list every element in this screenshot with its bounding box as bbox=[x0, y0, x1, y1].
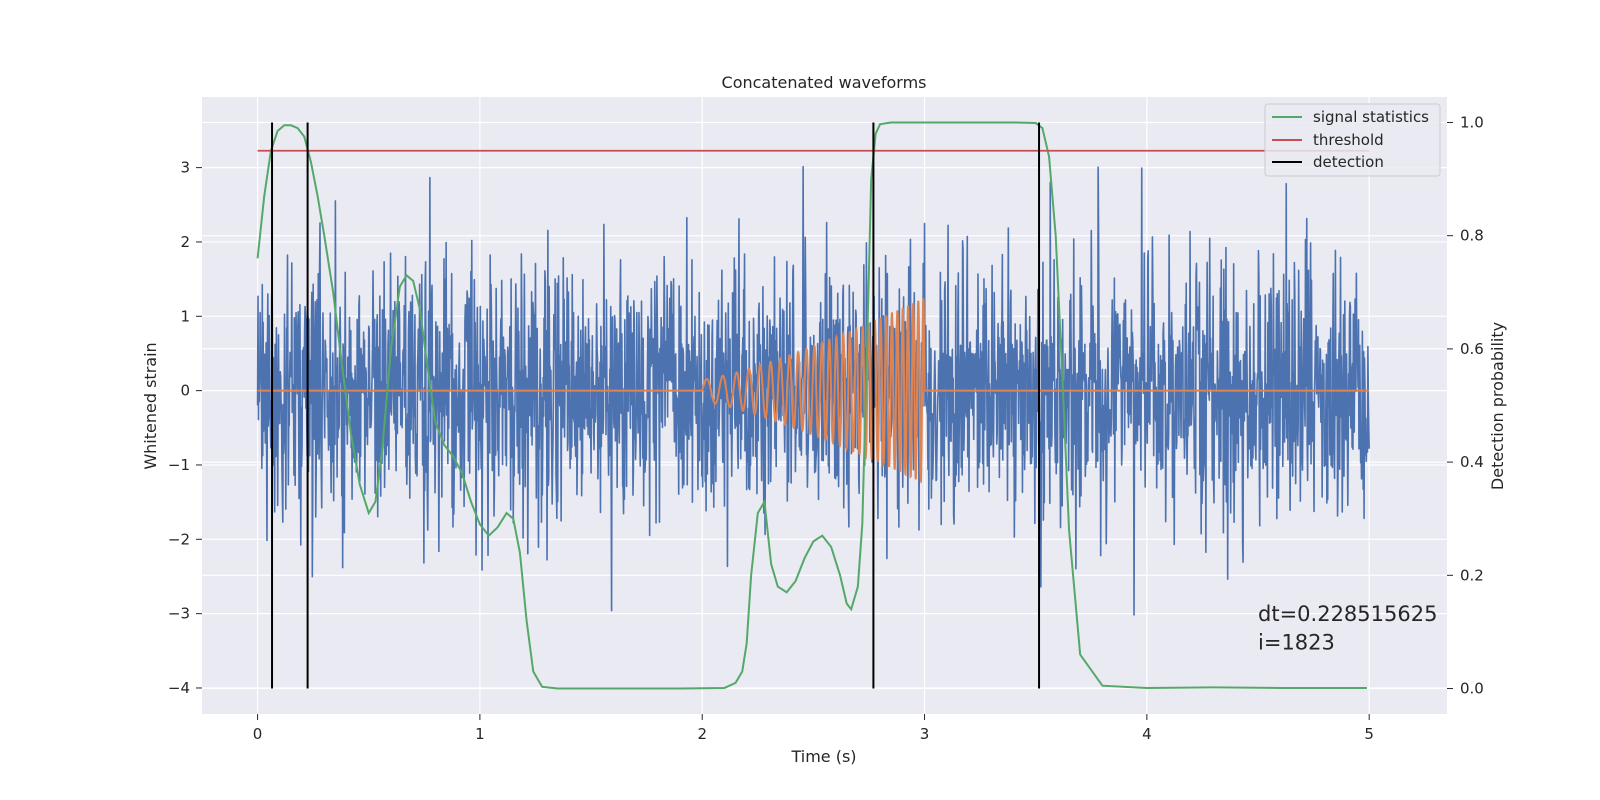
y-axis-title: Whitened strain bbox=[141, 342, 160, 469]
y2-tick-label: 0.0 bbox=[1460, 680, 1484, 698]
x-axis-title: Time (s) bbox=[790, 747, 856, 766]
x-tick-label: 1 bbox=[475, 725, 485, 743]
x-tick-label: 2 bbox=[697, 725, 707, 743]
chart-title: Concatenated waveforms bbox=[722, 73, 927, 92]
y-tick-label: 3 bbox=[180, 159, 190, 177]
annotation-text: i=1823 bbox=[1258, 630, 1335, 654]
x-tick-label: 0 bbox=[253, 725, 263, 743]
annotations: dt=0.228515625 i=1823 bbox=[1258, 602, 1437, 654]
legend-label-detection: detection bbox=[1313, 153, 1384, 171]
y-tick-label: −3 bbox=[168, 605, 190, 623]
y-tick-label: 0 bbox=[180, 382, 190, 400]
legend-label-threshold: threshold bbox=[1313, 131, 1384, 149]
whitened-strain-line bbox=[256, 165, 1370, 616]
y2-tick-label: 0.6 bbox=[1460, 340, 1484, 358]
y-tick-label: −2 bbox=[168, 530, 190, 548]
legend-label-signal-statistics: signal statistics bbox=[1313, 108, 1429, 126]
annotation-text: dt=0.228515625 bbox=[1258, 602, 1437, 626]
template-waveform-line bbox=[257, 298, 1370, 484]
y-tick-label: 2 bbox=[180, 233, 190, 251]
y2-tick-label: 0.8 bbox=[1460, 227, 1484, 245]
y-tick-label: −1 bbox=[168, 456, 190, 474]
x-axis-ticks: 0 1 2 3 4 5 bbox=[253, 714, 1374, 743]
x-tick-label: 3 bbox=[920, 725, 930, 743]
detection-lines bbox=[271, 122, 1041, 689]
y2-tick-label: 0.2 bbox=[1460, 566, 1484, 584]
y2-axis-ticks: 0.0 0.2 0.4 0.6 0.8 1.0 bbox=[1447, 113, 1484, 698]
signal-statistics-line bbox=[256, 121, 1367, 690]
plot-area bbox=[256, 121, 1370, 690]
y-axis-ticks: −4 −3 −2 −1 0 1 2 3 bbox=[168, 159, 202, 697]
y-tick-label: −4 bbox=[168, 679, 190, 697]
y2-tick-label: 1.0 bbox=[1460, 113, 1484, 131]
legend-box bbox=[1264, 103, 1441, 177]
x-tick-label: 4 bbox=[1142, 725, 1152, 743]
x-tick-label: 5 bbox=[1364, 725, 1374, 743]
y-tick-label: 1 bbox=[180, 307, 190, 325]
y2-axis-title: Detection probability bbox=[1488, 322, 1507, 490]
legend: signal statistics threshold detection bbox=[1264, 103, 1441, 177]
y2-tick-label: 0.4 bbox=[1460, 453, 1484, 471]
